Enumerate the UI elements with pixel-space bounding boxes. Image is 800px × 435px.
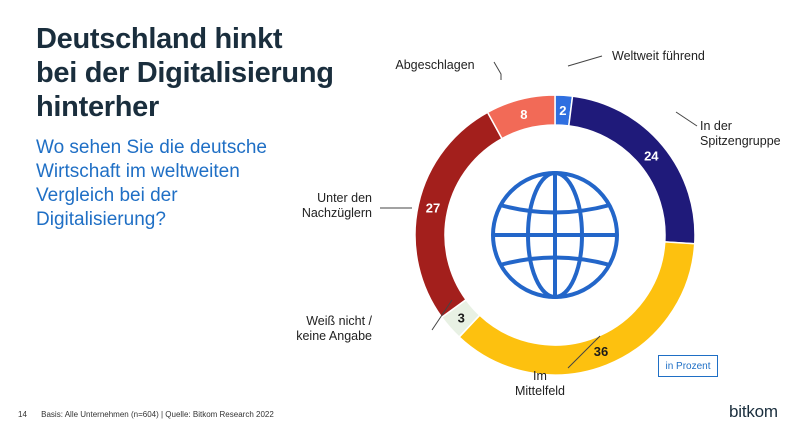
page-number: 14	[18, 410, 27, 419]
slice-label-4: Unter den Nachzüglern	[302, 191, 372, 220]
title-line-1: Deutschland hinkt	[36, 23, 283, 55]
subtitle-question: Wo sehen Sie die deutsche Wirtschaft im …	[36, 136, 336, 232]
footer-basis: Basis: Alle Unternehmen (n=604) | Quelle…	[41, 410, 274, 419]
subtitle-line-1: Wo sehen Sie die deutsche	[36, 137, 267, 158]
slice-value-1: 24	[644, 148, 659, 163]
donut-slice-5	[486, 94, 556, 140]
donut-slice-1	[567, 95, 696, 245]
title-line-2: bei der Digitalisierung	[36, 57, 334, 89]
slice-value-5: 8	[520, 107, 527, 122]
unit-note: in Prozent	[658, 355, 718, 377]
slice-value-3: 3	[458, 311, 465, 326]
value-labels: 2 24 36 3 27 8	[426, 103, 660, 359]
slice-label-2: Im Mittelfeld	[515, 369, 565, 398]
globe-icon	[491, 171, 619, 299]
footer: 14 Basis: Alle Unternehmen (n=604) | Que…	[18, 410, 274, 419]
subtitle-line-3: Vergleich bei der	[36, 185, 178, 206]
title-line-3: hinterher	[36, 91, 159, 123]
slice-label-3: Weiß nicht / keine Angabe	[296, 314, 372, 343]
bitkom-logo: bitkom	[729, 402, 778, 421]
leader-line-0	[567, 55, 603, 67]
leader-lines	[380, 55, 698, 369]
slice-label-0: Weltweit führend	[612, 49, 705, 63]
category-labels: Weltweit führend In der Spitzengruppe Im Mit…	[296, 49, 780, 398]
leader-line-1	[675, 111, 698, 127]
slice-value-0: 2	[559, 103, 566, 118]
subtitle-line-2: Wirtschaft im weltweiten	[36, 161, 240, 182]
donut-slices	[414, 94, 696, 376]
slice-value-4: 27	[426, 201, 440, 216]
leader-line-5	[493, 61, 502, 80]
leader-line-3	[431, 299, 453, 331]
slice-label-1: In der Spitzengruppe	[700, 119, 781, 148]
leader-line-2	[567, 335, 601, 369]
slice-label-5: Abgeschlagen	[395, 58, 474, 72]
page-title: Deutschland hinkt bei der Digitalisierun…	[36, 22, 376, 124]
subtitle-line-4: Digitalisierung?	[36, 209, 166, 230]
slice-value-2: 36	[594, 344, 608, 359]
